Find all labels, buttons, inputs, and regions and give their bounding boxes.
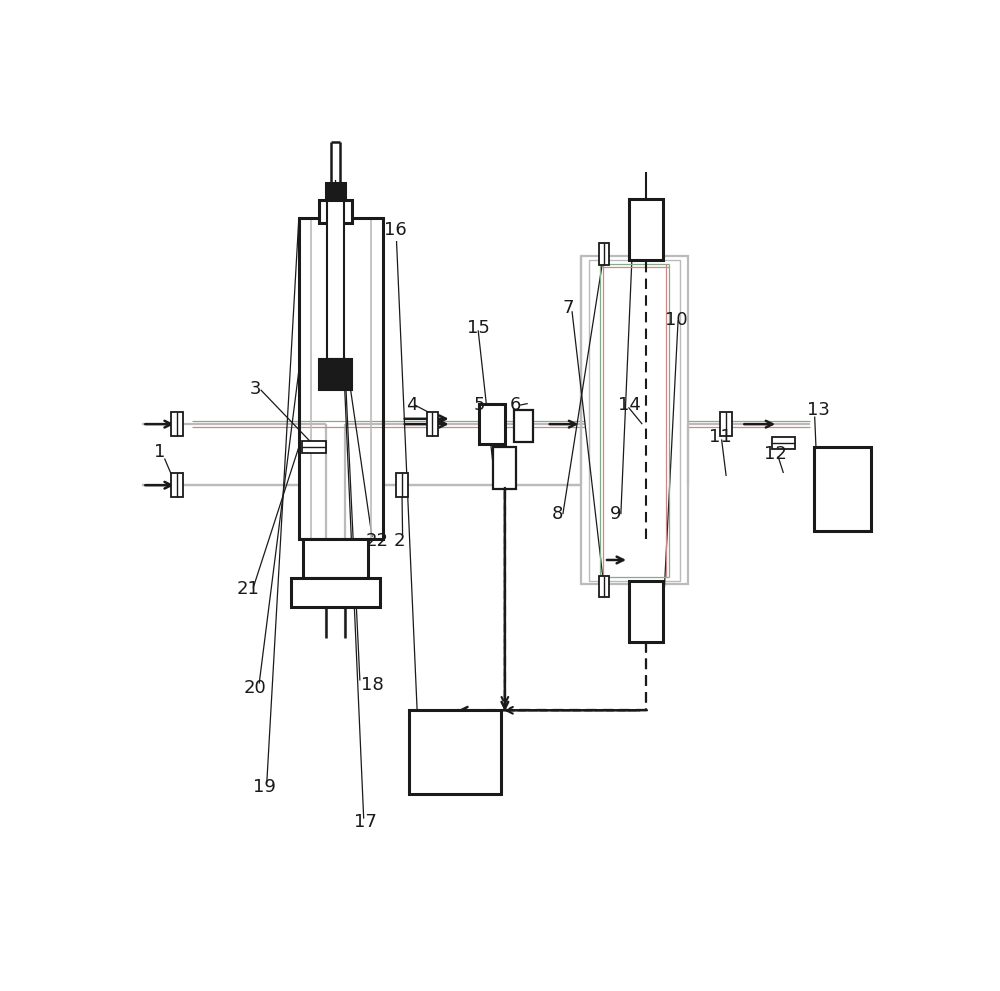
Bar <box>589 260 680 581</box>
Bar <box>303 539 368 579</box>
Text: 8: 8 <box>552 504 564 523</box>
Bar <box>171 412 183 436</box>
Bar <box>427 412 438 436</box>
Bar <box>581 257 688 585</box>
Text: 17: 17 <box>354 813 377 831</box>
Bar <box>629 581 663 641</box>
Bar <box>514 410 533 442</box>
Bar <box>772 437 795 449</box>
Text: 9: 9 <box>610 504 622 523</box>
Bar <box>327 195 344 360</box>
Bar <box>396 474 408 496</box>
Text: 21: 21 <box>236 580 259 598</box>
Bar <box>720 412 732 436</box>
Bar <box>326 183 345 200</box>
Bar <box>319 200 352 223</box>
Bar <box>814 447 871 531</box>
Bar <box>493 447 516 489</box>
Text: 12: 12 <box>764 445 787 463</box>
Text: 19: 19 <box>253 778 276 796</box>
Text: 7: 7 <box>563 298 574 317</box>
Text: 5: 5 <box>474 396 485 414</box>
Text: 11: 11 <box>709 428 731 447</box>
Text: 22: 22 <box>366 532 389 550</box>
Text: 13: 13 <box>807 401 830 419</box>
Text: 18: 18 <box>361 676 384 694</box>
Bar <box>629 199 663 260</box>
Text: 15: 15 <box>467 318 490 337</box>
Bar <box>299 218 383 539</box>
Text: 1: 1 <box>154 443 165 461</box>
Bar <box>599 576 609 598</box>
Bar <box>599 244 609 265</box>
Bar <box>319 360 352 389</box>
Bar <box>479 404 505 444</box>
Bar <box>409 711 501 794</box>
Bar <box>171 474 183 496</box>
Text: 10: 10 <box>665 311 688 329</box>
Text: 6: 6 <box>510 396 522 414</box>
Text: 20: 20 <box>244 679 267 697</box>
Text: 3: 3 <box>249 380 261 397</box>
Text: 16: 16 <box>384 221 407 239</box>
Text: 2: 2 <box>393 532 405 550</box>
Bar <box>302 441 326 453</box>
Bar <box>291 579 380 607</box>
Text: 4: 4 <box>406 396 417 414</box>
Text: 14: 14 <box>618 396 641 414</box>
